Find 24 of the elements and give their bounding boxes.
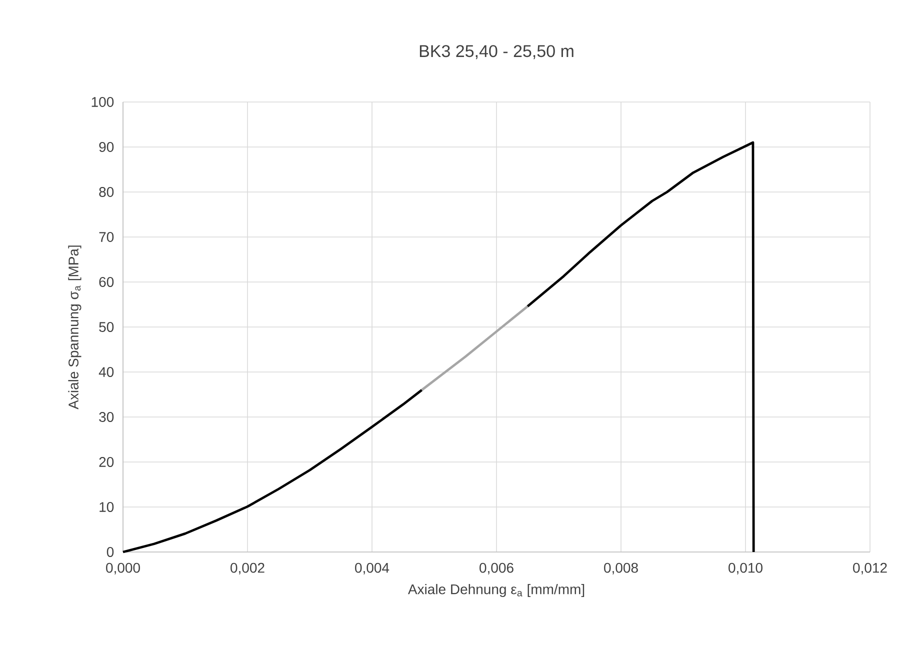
x-tick-label: 0,002: [230, 562, 264, 574]
y-tick-label: 90: [99, 142, 114, 152]
line-series: [526, 141, 755, 554]
x-tick-label: 0,000: [106, 562, 140, 574]
x-tick-label: 0,012: [853, 562, 887, 574]
y-tick-label: 60: [99, 277, 114, 287]
y-tick-label: 100: [92, 97, 114, 107]
x-tick-label: 0,004: [355, 562, 390, 574]
y-tick-label: 0: [106, 547, 114, 557]
y-tick-label: 70: [99, 232, 114, 242]
y-tick-label: 50: [99, 322, 114, 332]
y-tick-label: 20: [99, 457, 114, 467]
y-tick-label: 40: [98, 367, 114, 377]
line-series: [420, 305, 529, 392]
x-tick-label: 0,008: [604, 562, 638, 574]
y-tick-label: 10: [100, 502, 114, 512]
y-tick-label: 30: [99, 412, 114, 422]
x-axis-title: Axiale Dehnung ε$_{a}$ [mm/mm]: [408, 584, 584, 598]
x-tick-label: 0,010: [728, 562, 762, 574]
x-tick-label: 0,006: [480, 562, 514, 574]
chart-title: BK3 25,40 - 25,50 m: [420, 45, 574, 60]
line-series: [122, 388, 424, 554]
y-tick-label: 80: [99, 187, 114, 197]
y-axis-title: Axiale Spannung σ$_{a}$ [MPa]: [68, 246, 82, 410]
